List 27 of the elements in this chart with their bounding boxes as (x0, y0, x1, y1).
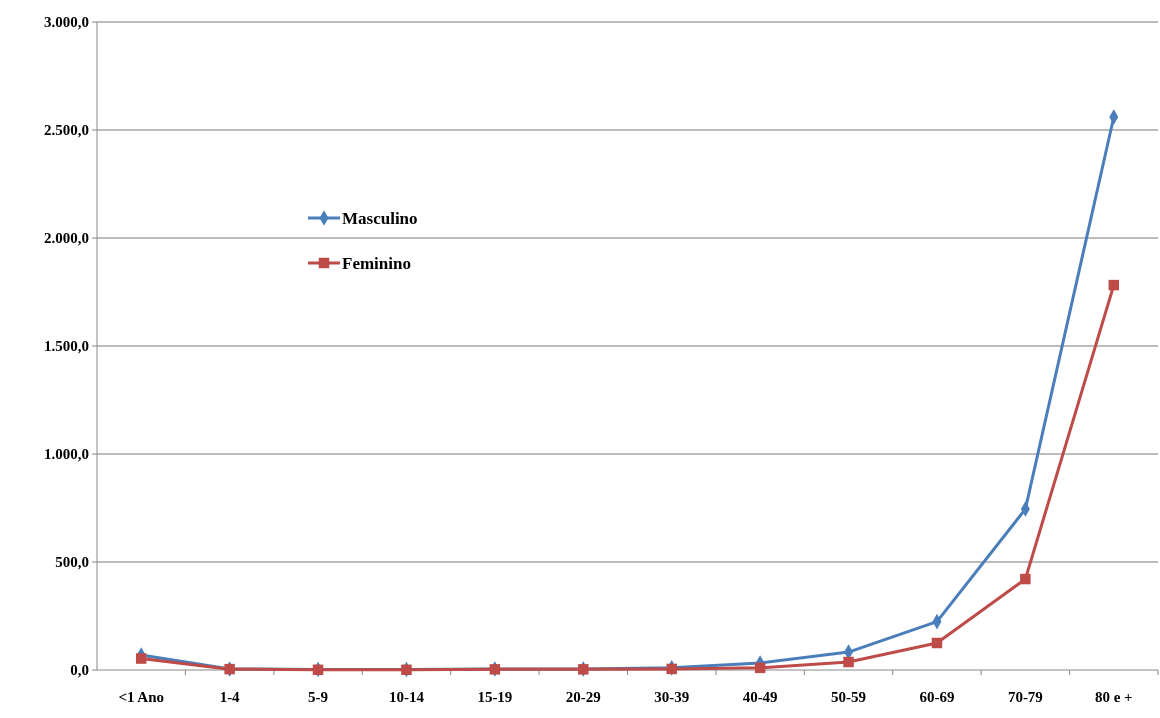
y-tick-label: 0,0 (70, 662, 89, 679)
point (1108, 279, 1120, 291)
x-tick-label: 70-79 (1007, 689, 1043, 705)
x-tick-label: 30-39 (654, 689, 690, 705)
y-tick-label: 500,0 (55, 554, 89, 571)
x-tick-label: 20-29 (565, 689, 601, 705)
y-tick-label: 3.000,0 (44, 14, 89, 31)
x-tick-label: 60-69 (919, 689, 955, 705)
legend-label: Feminino (342, 253, 411, 273)
y-tick-label: 1.000,0 (44, 446, 89, 463)
x-tick-label: 50-59 (831, 689, 867, 705)
point (754, 662, 766, 674)
y-tick-label: 2.000,0 (44, 230, 89, 247)
x-tick-label: 40-49 (742, 689, 778, 705)
x-tick-label: 15-19 (477, 689, 513, 705)
x-tick-label: 80 e + (1094, 689, 1133, 705)
x-tick-label: 5-9 (308, 689, 329, 705)
y-tick-label: 1.500,0 (44, 338, 89, 355)
point (931, 637, 943, 649)
x-tick-label: <1 Ano (118, 689, 165, 705)
x-tick-label: 10-14 (388, 689, 425, 705)
point (843, 656, 854, 668)
point (1020, 573, 1031, 585)
x-tick-label: 1-4 (219, 689, 241, 705)
y-tick-label: 2.500,0 (44, 122, 89, 139)
point (135, 653, 147, 664)
legend-label: Masculino (342, 208, 418, 228)
